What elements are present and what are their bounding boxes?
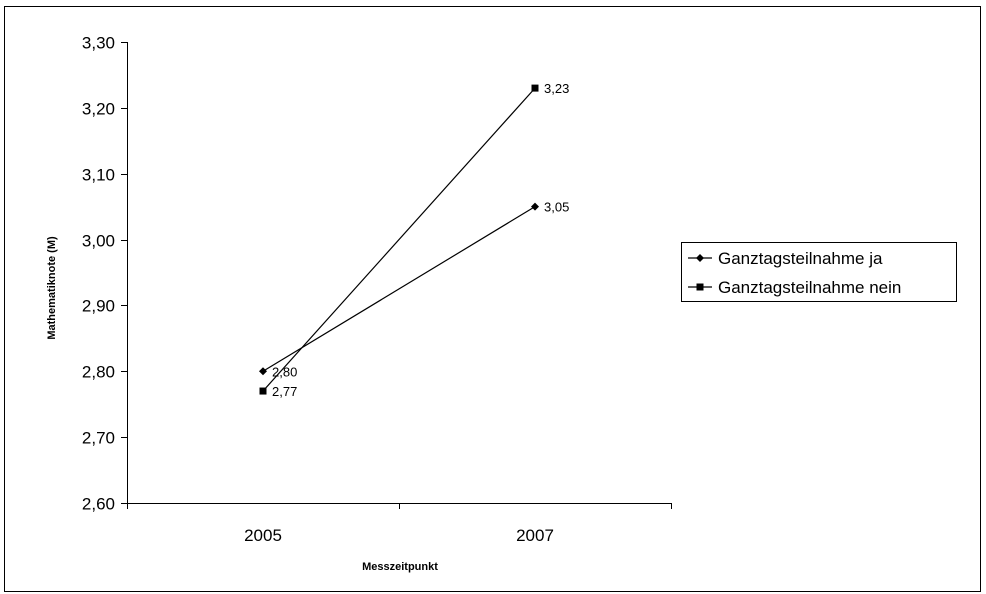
legend-marker	[696, 254, 704, 262]
y-axis-title: Mathematiknote (M)	[46, 236, 58, 340]
data-point	[531, 84, 539, 92]
legend-label: Ganztagsteilnahme nein	[718, 278, 901, 297]
series-line	[262, 87, 536, 392]
y-tick-label: 3,10	[82, 166, 115, 185]
plot-area: 2,80 3,05 2,77 3,23	[259, 81, 569, 399]
y-tick-label: 3,20	[82, 100, 115, 119]
legend-label: Ganztagsteilnahme ja	[718, 249, 883, 268]
x-axis-title: Messzeitpunkt	[362, 561, 438, 573]
x-tick-label: 2005	[244, 526, 282, 545]
y-tick-label: 3,00	[82, 232, 115, 251]
data-label: 2,77	[272, 384, 297, 399]
legend-item: Ganztagsteilnahme ja	[688, 249, 883, 268]
legend-item: Ganztagsteilnahme nein	[688, 278, 901, 297]
x-axis: 2005 2007	[127, 503, 672, 545]
series-1: 2,80 3,05	[259, 200, 569, 379]
data-label: 3,23	[544, 81, 569, 96]
series-2: 2,77 3,23	[259, 81, 569, 399]
y-axis: 2,60 2,70 2,80 2,90 3,00 3,10 3,20 3,30	[82, 34, 128, 514]
series-line	[262, 206, 536, 372]
legend-marker	[696, 283, 704, 291]
y-tick-label: 2,60	[82, 495, 115, 514]
legend: Ganztagsteilnahme ja Ganztagsteilnahme ne…	[681, 242, 957, 302]
data-point	[531, 202, 539, 211]
data-point	[259, 387, 267, 395]
y-tick-label: 2,80	[82, 363, 115, 382]
y-tick-label: 2,90	[82, 297, 115, 316]
data-label: 2,80	[272, 364, 297, 379]
data-point	[259, 367, 267, 376]
data-label: 3,05	[544, 200, 569, 215]
y-tick-label: 3,30	[82, 34, 115, 53]
x-tick-label: 2007	[516, 526, 554, 545]
legend-box	[681, 242, 957, 302]
y-tick-label: 2,70	[82, 429, 115, 448]
